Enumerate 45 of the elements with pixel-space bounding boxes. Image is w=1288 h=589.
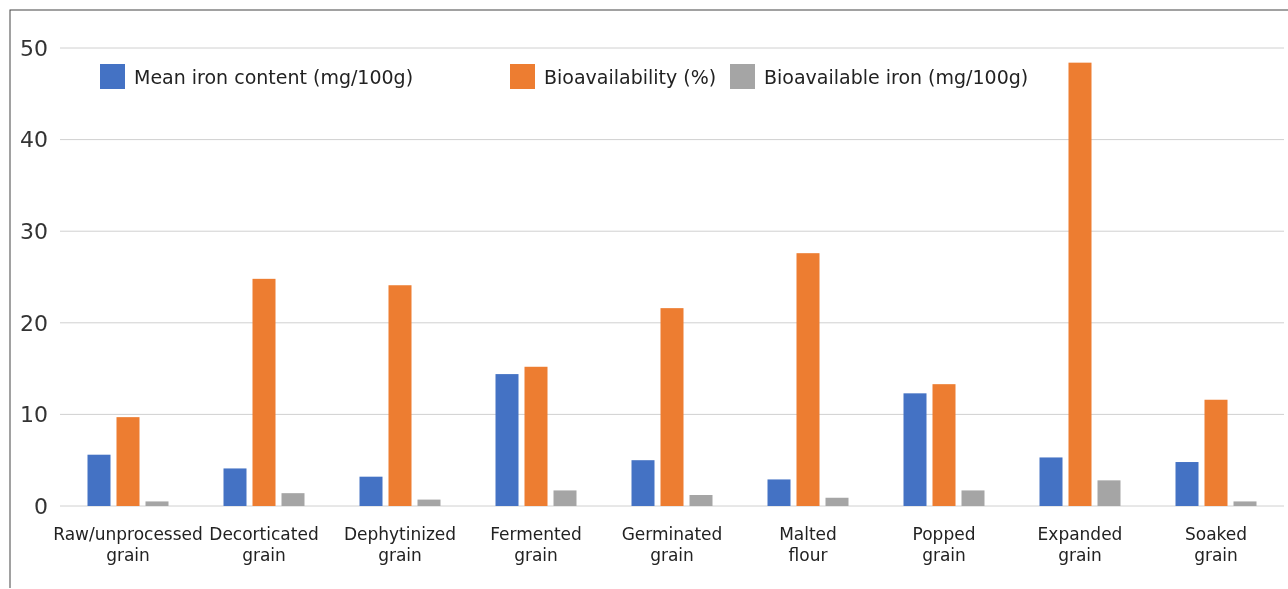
- x-tick-label: Decorticated grain: [209, 524, 319, 565]
- x-tick-label: Dephytinized grain: [343, 524, 457, 565]
- bar: [223, 468, 247, 506]
- bar: [1175, 462, 1199, 506]
- x-tick-label: Germinated grain: [621, 524, 723, 565]
- x-tick-label: Fermented grain: [490, 524, 582, 565]
- legend-label: Mean iron content (mg/100g): [134, 65, 414, 88]
- bar: [116, 417, 140, 506]
- bar: [1204, 399, 1228, 506]
- y-tick-label: 20: [20, 310, 48, 336]
- x-tick-label: Malted flour: [779, 524, 837, 565]
- bar: [495, 374, 519, 506]
- legend-label: Bioavailable iron (mg/100g): [764, 65, 1029, 88]
- bar: [903, 393, 927, 506]
- bar: [1233, 501, 1257, 506]
- bar: [767, 479, 791, 506]
- bar: [796, 253, 820, 506]
- y-tick-label: 40: [20, 127, 48, 153]
- x-tick-label: Soaked grain: [1184, 524, 1248, 565]
- bar: [1097, 480, 1121, 506]
- y-tick-label: 30: [20, 218, 48, 244]
- y-tick-label: 0: [34, 493, 48, 519]
- y-tick-label: 10: [20, 402, 48, 428]
- bar: [689, 495, 713, 506]
- bar: [660, 308, 684, 506]
- bar: [145, 501, 169, 506]
- bar: [388, 285, 412, 506]
- x-tick-label: Expanded grain: [1037, 524, 1123, 565]
- bar: [1068, 62, 1092, 506]
- x-tick-label: Raw/unprocessed grain: [53, 524, 203, 565]
- bar: [825, 497, 849, 506]
- bar: [961, 490, 985, 506]
- bar: [281, 493, 305, 506]
- bar: [359, 476, 383, 506]
- legend-label: Bioavailability (%): [544, 65, 717, 88]
- bar: [252, 278, 276, 506]
- x-tick-label: Popped grain: [912, 524, 976, 565]
- y-tick-label: 50: [20, 35, 48, 61]
- bar: [417, 499, 441, 506]
- bar: [631, 460, 655, 506]
- bar: [1039, 457, 1063, 506]
- bar: [553, 490, 577, 506]
- bar: [87, 454, 111, 506]
- bar: [932, 384, 956, 506]
- bar: [524, 366, 548, 506]
